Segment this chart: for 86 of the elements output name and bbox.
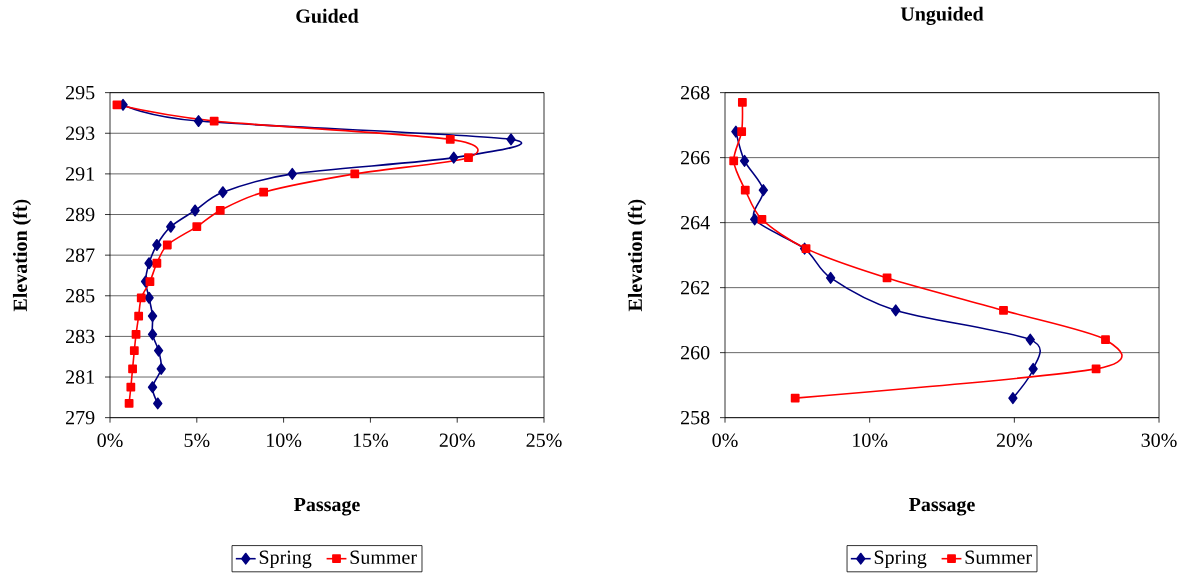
- point: [144, 257, 154, 270]
- point: [740, 185, 750, 195]
- point: [218, 186, 228, 199]
- point: [156, 363, 166, 376]
- point: [152, 239, 162, 252]
- y-tick-label: 262: [681, 281, 710, 295]
- point: [737, 127, 747, 137]
- legend-label: Spring: [874, 550, 927, 569]
- point: [128, 364, 137, 374]
- point: [162, 240, 172, 250]
- point: [193, 115, 204, 128]
- y-tick-label: 291: [66, 167, 94, 181]
- x-axis-title: Passage: [909, 498, 975, 516]
- x-tick-label: 20%: [439, 433, 475, 448]
- point: [350, 169, 360, 179]
- y-tick-label: 293: [66, 126, 95, 141]
- point: [131, 330, 141, 339]
- y-tick-label: 268: [681, 86, 710, 100]
- y-tick-label: 295: [66, 86, 95, 100]
- y-tick-label: 266: [681, 151, 710, 165]
- y-tick-label: 281: [66, 370, 94, 384]
- point: [152, 259, 162, 268]
- point: [259, 187, 269, 197]
- y-tick-label: 279: [66, 411, 95, 425]
- x-axis-title: Passage: [294, 498, 360, 516]
- chart-title: Unguided: [900, 6, 984, 26]
- x-tick-label: 0%: [97, 433, 123, 448]
- point: [891, 304, 901, 317]
- point: [145, 277, 155, 287]
- point: [147, 310, 158, 323]
- point: [124, 399, 134, 408]
- point: [166, 220, 176, 233]
- y-tick-label: 258: [681, 411, 710, 425]
- point: [1008, 392, 1018, 405]
- x-tick-label: 0%: [712, 433, 738, 448]
- point: [757, 215, 767, 224]
- point: [144, 291, 154, 304]
- point: [1025, 333, 1035, 346]
- legend-label: Summer: [965, 550, 1032, 565]
- point: [464, 153, 473, 163]
- y-tick-label: 260: [681, 346, 710, 360]
- y-axis-title: Elevation (ft): [627, 199, 647, 312]
- y-tick-label: 289: [66, 207, 95, 222]
- legend-label: Summer: [350, 550, 417, 565]
- point: [215, 206, 225, 216]
- point: [739, 155, 750, 168]
- point: [882, 273, 892, 283]
- y-tick-label: 285: [66, 289, 95, 303]
- point: [192, 222, 202, 232]
- point: [126, 382, 136, 392]
- point: [147, 328, 158, 341]
- point: [287, 168, 297, 181]
- point: [737, 98, 747, 107]
- x-tick-label: 10%: [267, 433, 302, 448]
- x-tick-label: 20%: [996, 433, 1032, 448]
- point: [729, 156, 739, 166]
- point: [1028, 363, 1038, 376]
- point: [190, 204, 200, 217]
- point: [790, 393, 800, 403]
- x-tick-label: 25%: [526, 433, 562, 448]
- point: [134, 311, 144, 321]
- point: [449, 151, 459, 164]
- point: [129, 346, 139, 356]
- x-tick-label: 15%: [353, 433, 389, 448]
- point: [209, 116, 219, 126]
- point: [445, 135, 455, 144]
- point: [153, 344, 164, 357]
- y-axis-title: Elevation (ft): [12, 199, 32, 312]
- point: [1101, 335, 1110, 345]
- point: [112, 100, 122, 110]
- point: [825, 272, 836, 285]
- point: [1091, 364, 1101, 374]
- point: [999, 306, 1008, 315]
- legend-label: Spring: [259, 550, 312, 569]
- chart-title: Guided: [296, 8, 359, 24]
- y-tick-label: 287: [66, 248, 95, 263]
- x-tick-label: 5%: [184, 433, 210, 448]
- point: [758, 184, 769, 197]
- point: [153, 397, 163, 410]
- point: [147, 381, 158, 394]
- point: [136, 293, 146, 303]
- y-tick-label: 264: [681, 216, 710, 230]
- point: [506, 133, 516, 146]
- x-tick-label: 30%: [1141, 433, 1177, 448]
- x-tick-label: 10%: [853, 433, 888, 448]
- y-tick-label: 283: [66, 329, 95, 344]
